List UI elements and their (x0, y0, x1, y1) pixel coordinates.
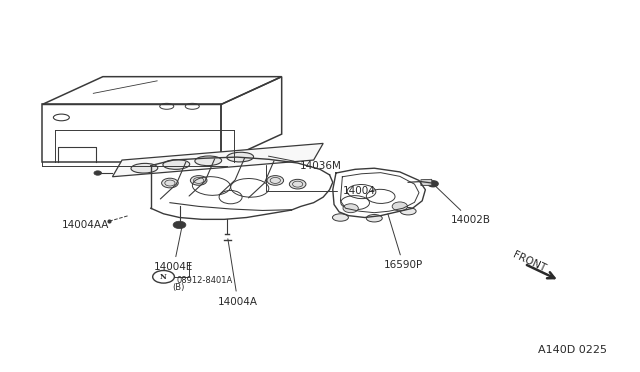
Text: 14004: 14004 (266, 165, 375, 196)
Text: 16590P: 16590P (384, 214, 423, 270)
Text: (B): (B) (172, 283, 184, 292)
Text: N: N (160, 273, 167, 281)
Circle shape (343, 204, 358, 213)
Polygon shape (113, 143, 323, 177)
Circle shape (289, 179, 306, 189)
Ellipse shape (332, 214, 348, 221)
Text: 14036M: 14036M (268, 156, 341, 171)
Text: 14004A: 14004A (218, 239, 258, 307)
Circle shape (392, 202, 408, 211)
Ellipse shape (366, 215, 382, 222)
Circle shape (94, 171, 102, 175)
Circle shape (153, 270, 174, 283)
Circle shape (173, 221, 186, 229)
Polygon shape (421, 179, 432, 186)
Ellipse shape (163, 160, 189, 169)
Ellipse shape (195, 156, 221, 166)
Circle shape (162, 178, 178, 188)
Text: A140D 0225: A140D 0225 (538, 344, 607, 355)
Text: 14004AA: 14004AA (61, 219, 109, 230)
Circle shape (428, 181, 438, 187)
Ellipse shape (400, 208, 416, 215)
Ellipse shape (131, 163, 158, 173)
Text: 14002B: 14002B (435, 186, 491, 225)
Circle shape (190, 176, 207, 185)
Ellipse shape (227, 152, 253, 162)
Text: 14004E: 14004E (154, 226, 193, 272)
Text: FRONT: FRONT (511, 250, 548, 274)
Text: 08912-8401A: 08912-8401A (176, 276, 232, 285)
Circle shape (267, 176, 284, 185)
